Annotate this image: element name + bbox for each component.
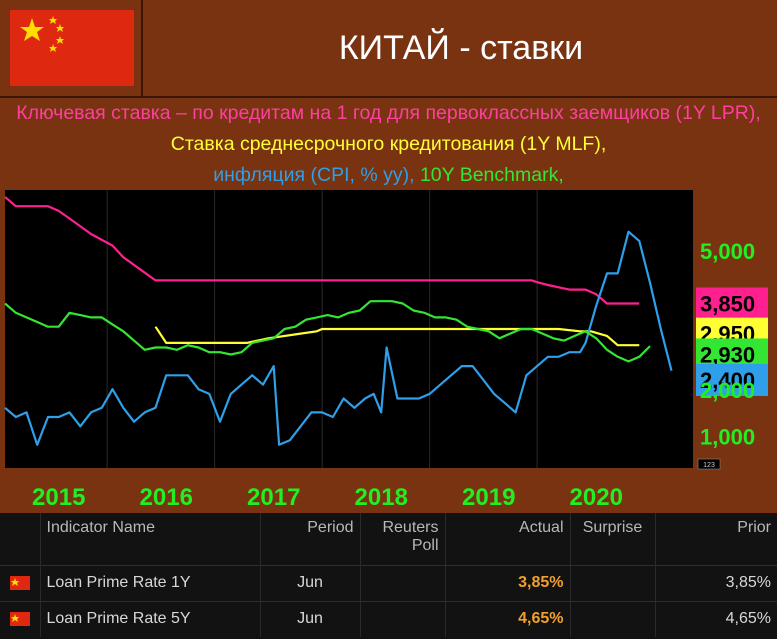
series-line-cpi [4,230,673,446]
legend-cpi: инфляция (CPI, % yy), [213,164,415,186]
legend-mlf: Ставка среднесрочного кредитования (1Y M… [170,133,607,155]
page-title: КИТАЙ - ставки [338,28,584,67]
end-label-box [696,363,768,396]
end-label-box [696,287,768,320]
y-tick-label: 2,000 [700,378,755,403]
china-flag-icon [10,10,134,86]
end-label-text: 3,850 [700,292,755,317]
x-tick-label: 2015 [32,484,85,510]
reuters-poll [360,564,446,601]
rates-chart: 3,850 2,950 2,930 2,400 5,000 2,000 1,000 201… [0,190,777,511]
table-row[interactable]: Loan Prime Rate 5Y Jun 4,65% 4,65% [0,600,777,637]
surprise [570,564,656,601]
indicator-name: Loan Prime Rate 5Y [40,600,261,637]
chart-legend-text: Ключевая ставка – по кредитам на 1 год д… [0,98,777,190]
prior-value: 4,65% [655,600,777,637]
reuters-poll [360,600,446,637]
x-tick-label: 2020 [570,484,623,510]
period: Jun [260,600,361,637]
china-flag-icon [9,612,30,626]
indicator-name-header[interactable]: Indicator Name [40,513,261,565]
table-row[interactable]: Loan Prime Rate 1Y Jun 3,85% 3,85% [0,564,777,601]
actual-value: 3,85% [445,564,571,601]
x-tick-label: 2016 [140,484,193,510]
table-header-row: Indicator Name Period Reuters Poll Actua… [0,513,777,565]
x-tick-label: 2017 [247,484,300,510]
x-tick-label: 2019 [462,484,515,510]
prior-header[interactable]: Prior [737,519,771,536]
prior-value: 3,85% [655,564,777,601]
divider [0,96,777,98]
series-line-1y-lpr [4,196,640,305]
indicator-table: Indicator Name Period Reuters Poll Actua… [0,513,777,639]
indicator-name: Loan Prime Rate 1Y [40,564,261,601]
flag-box [0,0,143,96]
china-flag-icon [9,576,30,590]
actual-header[interactable]: Actual [445,513,571,565]
header: КИТАЙ - ставки [0,0,777,96]
flag-column-header [0,513,41,565]
surprise-header[interactable]: Surprise [570,513,656,565]
reuters-poll-header[interactable]: Reuters Poll [360,513,446,565]
y-tick-label: 1,000 [700,425,755,450]
corner-box [697,458,721,470]
flag-cell [0,564,41,601]
x-tick-label: 2018 [355,484,408,510]
legend-lpr: Ключевая ставка – по кредитам на 1 год д… [16,102,761,124]
corner-label: 123 [703,462,715,469]
series-line-10y-benchmark [4,300,651,363]
end-label-text: 2,400 [700,368,755,393]
y-tick-label: 5,000 [700,239,755,264]
period: Jun [260,564,361,601]
end-label-text: 2,930 [700,342,755,367]
end-label: 3,850 [696,287,768,320]
surprise [570,600,656,637]
flag-cell [0,600,41,637]
actual-value: 4,65% [445,600,571,637]
end-label: 2,400 [696,363,768,396]
legend-bench: 10Y Benchmark, [419,164,564,186]
period-header[interactable]: Period [260,513,361,565]
series-line-1y-mlf [154,326,640,347]
